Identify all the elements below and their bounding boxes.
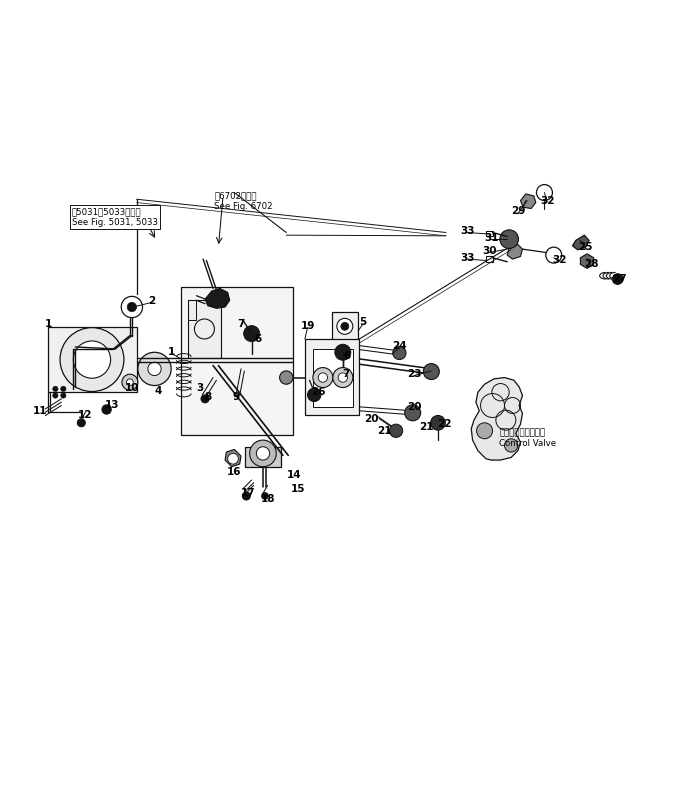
Circle shape xyxy=(53,386,58,392)
Circle shape xyxy=(77,418,86,427)
Polygon shape xyxy=(305,339,359,415)
Circle shape xyxy=(122,296,143,318)
Circle shape xyxy=(500,230,519,248)
Text: 12: 12 xyxy=(78,410,92,420)
Text: 33: 33 xyxy=(460,226,475,236)
Polygon shape xyxy=(225,449,241,466)
Text: 11: 11 xyxy=(33,406,48,416)
Text: 7: 7 xyxy=(238,320,244,329)
Circle shape xyxy=(390,424,403,437)
Text: 26: 26 xyxy=(311,387,325,397)
Circle shape xyxy=(242,492,251,500)
Circle shape xyxy=(280,371,293,384)
Circle shape xyxy=(392,346,406,359)
Circle shape xyxy=(227,453,238,464)
Text: 6: 6 xyxy=(343,350,350,361)
Text: 15: 15 xyxy=(291,483,306,494)
Text: 31: 31 xyxy=(484,233,498,242)
Text: 22: 22 xyxy=(437,419,452,429)
Text: 21: 21 xyxy=(378,426,392,436)
Circle shape xyxy=(250,440,276,466)
Polygon shape xyxy=(507,244,523,259)
Circle shape xyxy=(335,345,351,360)
Circle shape xyxy=(122,374,138,390)
Text: 23: 23 xyxy=(407,368,421,379)
Circle shape xyxy=(53,393,58,398)
Circle shape xyxy=(423,363,439,380)
Circle shape xyxy=(337,319,353,334)
Circle shape xyxy=(102,405,111,414)
Circle shape xyxy=(60,386,66,392)
Circle shape xyxy=(338,373,348,382)
Circle shape xyxy=(148,363,161,375)
Circle shape xyxy=(138,352,171,385)
Text: 18: 18 xyxy=(260,494,275,504)
Text: 33: 33 xyxy=(460,253,475,263)
Text: 7: 7 xyxy=(342,368,350,379)
Circle shape xyxy=(477,423,492,439)
Text: 25: 25 xyxy=(579,242,593,252)
Text: 6: 6 xyxy=(255,334,262,344)
Text: 1: 1 xyxy=(44,320,52,329)
Polygon shape xyxy=(245,447,281,466)
Polygon shape xyxy=(313,349,353,407)
Text: 32: 32 xyxy=(540,195,554,205)
Text: 19: 19 xyxy=(300,320,315,331)
Text: 16: 16 xyxy=(227,467,242,477)
Circle shape xyxy=(60,328,124,392)
Text: 第6702図参照
See Fig. 6702: 第6702図参照 See Fig. 6702 xyxy=(215,191,273,211)
Circle shape xyxy=(504,439,518,452)
Text: 5: 5 xyxy=(359,316,367,327)
Circle shape xyxy=(126,379,133,385)
Text: 13: 13 xyxy=(105,401,120,410)
Circle shape xyxy=(333,367,353,388)
Circle shape xyxy=(405,405,421,421)
Polygon shape xyxy=(205,289,230,308)
Circle shape xyxy=(308,388,321,401)
Text: 24: 24 xyxy=(392,341,407,350)
Text: 30: 30 xyxy=(482,246,496,256)
Text: 20: 20 xyxy=(407,401,421,412)
Circle shape xyxy=(261,492,268,500)
Circle shape xyxy=(318,373,327,382)
Text: 第5031，5033図参照
See Fig. 5031, 5033: 第5031，5033図参照 See Fig. 5031, 5033 xyxy=(72,207,158,226)
Text: 29: 29 xyxy=(511,206,525,217)
Polygon shape xyxy=(331,312,358,341)
Text: 1: 1 xyxy=(168,347,175,358)
Circle shape xyxy=(127,303,136,311)
Text: 21: 21 xyxy=(419,422,433,431)
Text: 4: 4 xyxy=(155,386,162,396)
Circle shape xyxy=(257,447,270,460)
Text: 17: 17 xyxy=(240,488,255,498)
Polygon shape xyxy=(48,327,136,393)
Polygon shape xyxy=(521,194,536,208)
Text: コントロールバルブ
Control Valve: コントロールバルブ Control Valve xyxy=(499,429,556,448)
Text: 27: 27 xyxy=(612,274,626,284)
Text: 3: 3 xyxy=(196,383,204,393)
Circle shape xyxy=(341,322,349,330)
Circle shape xyxy=(60,393,66,398)
Circle shape xyxy=(430,415,445,430)
Text: 9: 9 xyxy=(233,392,240,401)
Circle shape xyxy=(244,326,259,341)
Text: 14: 14 xyxy=(287,470,301,480)
Circle shape xyxy=(201,395,209,403)
Polygon shape xyxy=(181,287,293,436)
Circle shape xyxy=(612,274,623,285)
Polygon shape xyxy=(471,378,523,460)
Text: 10: 10 xyxy=(125,383,139,393)
Text: 32: 32 xyxy=(552,255,566,265)
Circle shape xyxy=(313,367,333,388)
Polygon shape xyxy=(572,235,589,250)
Text: 2: 2 xyxy=(148,296,155,306)
Polygon shape xyxy=(581,254,593,268)
Text: 8: 8 xyxy=(204,392,211,401)
Text: 20: 20 xyxy=(364,414,379,424)
Polygon shape xyxy=(188,300,221,358)
Circle shape xyxy=(73,341,111,378)
Text: 28: 28 xyxy=(584,260,598,269)
